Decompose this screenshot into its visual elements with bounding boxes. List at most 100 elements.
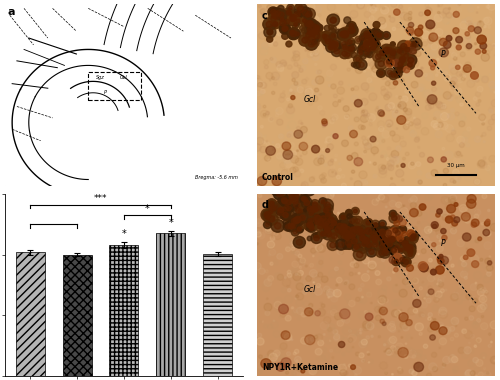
Circle shape	[364, 41, 370, 47]
Circle shape	[338, 220, 344, 227]
Circle shape	[428, 326, 433, 331]
Circle shape	[462, 351, 469, 358]
Circle shape	[404, 13, 412, 21]
Circle shape	[318, 272, 323, 277]
Circle shape	[348, 15, 354, 21]
Circle shape	[362, 321, 371, 329]
Circle shape	[456, 136, 464, 144]
Circle shape	[376, 315, 381, 321]
Circle shape	[490, 86, 496, 92]
Circle shape	[319, 198, 327, 206]
Circle shape	[327, 215, 332, 220]
Circle shape	[442, 214, 448, 220]
Circle shape	[356, 227, 368, 238]
Circle shape	[488, 261, 492, 265]
Circle shape	[458, 347, 464, 353]
Circle shape	[276, 207, 282, 213]
Circle shape	[318, 260, 323, 264]
Circle shape	[388, 70, 392, 75]
Circle shape	[294, 356, 302, 363]
Circle shape	[349, 48, 353, 52]
Circle shape	[451, 75, 457, 81]
Circle shape	[320, 215, 333, 228]
Circle shape	[370, 227, 381, 237]
Circle shape	[302, 79, 307, 84]
Circle shape	[368, 136, 372, 139]
Circle shape	[258, 81, 264, 88]
Circle shape	[364, 36, 372, 43]
Circle shape	[465, 370, 471, 376]
Circle shape	[301, 312, 306, 317]
Circle shape	[356, 39, 361, 43]
Circle shape	[347, 301, 349, 303]
Circle shape	[337, 320, 344, 326]
Circle shape	[280, 343, 287, 350]
Circle shape	[342, 236, 355, 249]
Circle shape	[330, 309, 338, 316]
Circle shape	[428, 157, 434, 163]
Circle shape	[466, 43, 471, 49]
Circle shape	[404, 54, 408, 58]
Circle shape	[306, 35, 308, 38]
Circle shape	[363, 237, 369, 243]
Circle shape	[326, 149, 330, 152]
Circle shape	[484, 221, 490, 226]
Circle shape	[278, 97, 284, 102]
Circle shape	[464, 347, 471, 354]
Circle shape	[283, 212, 288, 218]
Circle shape	[468, 360, 475, 367]
Circle shape	[384, 238, 389, 243]
Circle shape	[408, 42, 410, 45]
Circle shape	[380, 244, 386, 250]
Circle shape	[476, 339, 480, 342]
Circle shape	[360, 238, 368, 245]
Circle shape	[293, 167, 298, 172]
Circle shape	[410, 65, 413, 69]
Circle shape	[354, 226, 366, 238]
Circle shape	[339, 27, 352, 40]
Circle shape	[359, 296, 366, 304]
Circle shape	[278, 195, 289, 205]
Circle shape	[384, 70, 390, 76]
Circle shape	[429, 27, 432, 30]
Circle shape	[408, 252, 416, 260]
Circle shape	[314, 368, 319, 374]
Circle shape	[400, 49, 406, 55]
Circle shape	[486, 223, 492, 229]
Circle shape	[323, 210, 332, 220]
Circle shape	[406, 60, 414, 69]
Circle shape	[272, 149, 274, 150]
Circle shape	[380, 155, 384, 158]
Circle shape	[388, 337, 396, 345]
Circle shape	[300, 155, 302, 157]
Circle shape	[326, 137, 332, 143]
Circle shape	[438, 122, 443, 128]
Circle shape	[488, 108, 494, 112]
Circle shape	[418, 262, 428, 271]
Circle shape	[330, 119, 334, 124]
Circle shape	[415, 123, 421, 129]
Circle shape	[340, 31, 346, 37]
Circle shape	[348, 232, 352, 237]
Circle shape	[270, 321, 278, 328]
Circle shape	[428, 229, 432, 233]
Circle shape	[381, 236, 392, 246]
Circle shape	[372, 241, 378, 247]
Circle shape	[363, 70, 366, 72]
Circle shape	[476, 103, 480, 106]
Circle shape	[369, 93, 377, 101]
Circle shape	[454, 217, 460, 223]
Circle shape	[315, 29, 322, 36]
Circle shape	[338, 100, 341, 102]
Circle shape	[396, 236, 402, 241]
Circle shape	[449, 64, 456, 70]
Circle shape	[371, 4, 376, 9]
Circle shape	[339, 243, 342, 247]
Circle shape	[489, 256, 491, 257]
Circle shape	[452, 169, 460, 176]
Circle shape	[460, 282, 464, 285]
Circle shape	[470, 334, 474, 338]
Circle shape	[329, 33, 336, 40]
Circle shape	[344, 115, 349, 119]
Circle shape	[276, 108, 283, 115]
